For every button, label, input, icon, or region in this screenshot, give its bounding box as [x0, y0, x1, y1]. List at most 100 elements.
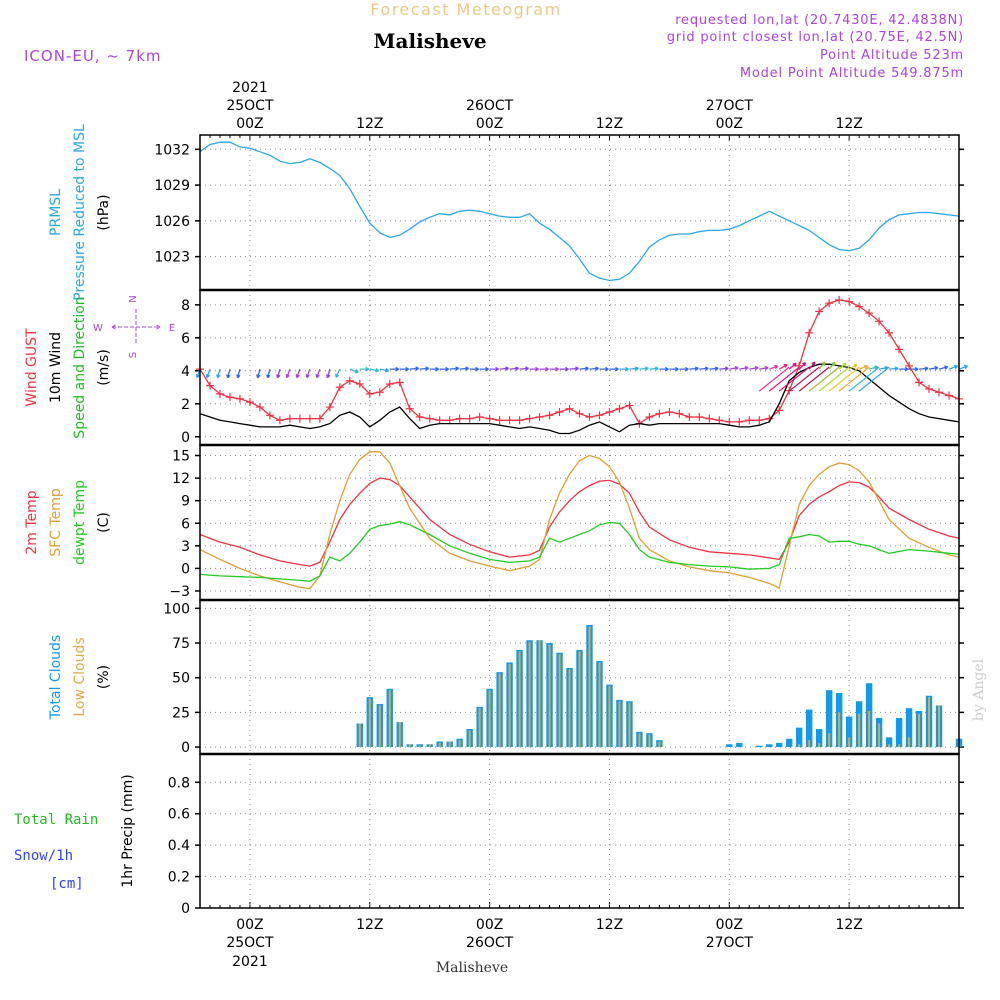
low-cloud-bar	[828, 733, 831, 748]
low-cloud-bar	[398, 722, 401, 748]
total-cloud-bar	[845, 716, 853, 748]
panel-precip: 0 0.2 0.4 0.6 0.8 1hr Precip (mm) Total Rain Sn…	[14, 753, 964, 917]
gust-marker	[625, 401, 634, 410]
y-tick-label: 50	[172, 671, 190, 687]
gust-marker	[575, 409, 584, 418]
wind-arrow	[639, 366, 649, 371]
wind-arrow	[729, 365, 739, 371]
wind-arrow	[205, 368, 211, 379]
wind-arrow	[409, 366, 420, 371]
wind-arrow	[359, 366, 370, 372]
y-axis-label: Speed and Direction	[72, 296, 88, 438]
y-axis-label: (hPa)	[96, 194, 112, 230]
wind-arrow	[489, 366, 499, 372]
wind-arrow	[399, 366, 410, 372]
wind-arrow	[236, 368, 241, 379]
top-day-label: 26OCT	[466, 98, 514, 114]
gust-marker	[845, 297, 854, 306]
low-cloud-bar	[868, 710, 871, 748]
low-cloud-bar	[438, 742, 441, 748]
low-cloud-bar	[888, 744, 891, 748]
panel-pressure: 1023 1026 1029 1032 PRMSL Pressure Reduced to…	[48, 124, 964, 301]
panels: 1023 1026 1029 1032 PRMSL Pressure Reduced to…	[14, 124, 968, 917]
y-tick-label: 0	[181, 901, 190, 917]
wind-arrow	[828, 361, 836, 370]
gust-marker	[235, 394, 244, 403]
wind-arrow	[778, 363, 788, 370]
wind-arrow	[469, 366, 479, 372]
y-tick-label: 12	[172, 471, 190, 487]
wind-arrow-long	[828, 366, 860, 392]
gust-marker	[745, 416, 754, 425]
series-line-gust	[199, 299, 960, 425]
gust-marker	[675, 409, 684, 418]
wind-arrow	[918, 366, 929, 371]
panel-frame	[199, 753, 960, 909]
wind-arrow	[649, 366, 659, 371]
low-cloud-bar	[858, 713, 861, 748]
total-cloud-bar	[815, 729, 823, 748]
gust-marker	[645, 412, 654, 421]
low-cloud-bar	[358, 723, 361, 748]
wind-arrow	[226, 368, 231, 379]
low-cloud-bar	[558, 654, 561, 748]
gust-marker	[255, 403, 264, 412]
low-cloud-bar	[388, 690, 391, 748]
gust-marker	[875, 317, 884, 326]
y-tick-label: 3	[181, 539, 190, 555]
gust-marker	[885, 328, 894, 337]
wind-arrow	[719, 366, 729, 371]
wind-arrow	[659, 366, 669, 372]
gust-marker	[465, 414, 474, 423]
y-tick-label: 75	[172, 636, 190, 652]
wind-arrow	[315, 368, 321, 379]
low-cloud-bar	[598, 662, 601, 748]
gust-marker	[245, 398, 254, 407]
total-cloud-bar	[885, 737, 893, 748]
wind-arrow	[868, 365, 879, 370]
y-tick-label: 0.4	[168, 838, 190, 854]
wind-arrow	[589, 366, 599, 371]
wind-arrow-long	[768, 366, 800, 392]
wind-arrow	[788, 362, 797, 370]
wind-arrow	[216, 368, 221, 379]
low-cloud-bar	[408, 744, 411, 748]
gust-marker	[695, 412, 704, 421]
wind-arrow	[899, 366, 909, 372]
gust-marker	[205, 381, 214, 390]
gust-marker	[915, 378, 924, 387]
wind-arrow	[818, 361, 826, 370]
wind-arrow	[838, 362, 847, 370]
gust-marker	[925, 384, 934, 393]
wind-arrow-long	[818, 366, 850, 392]
gust-marker	[665, 408, 674, 417]
low-cloud-bar	[898, 744, 901, 748]
gust-marker	[755, 416, 764, 425]
low-cloud-bar	[448, 741, 451, 748]
panel-temperature: −3 0 3 6 9 12 15 2m Temp SFC Temp dewpt Temp (C)	[24, 444, 964, 601]
series-line-2m	[199, 477, 960, 567]
y-tick-label: 4	[181, 364, 190, 380]
wind-arrow	[699, 366, 709, 371]
bottom-year-label: 2021	[232, 954, 268, 970]
gust-marker	[505, 416, 514, 425]
wind-arrow	[256, 368, 261, 379]
y-axis-label: Wind GUST	[24, 328, 40, 407]
y-axis-label: (%)	[96, 665, 112, 689]
low-cloud-bar	[468, 730, 471, 748]
bottom-caption: Malisheve	[436, 960, 508, 976]
y-axis-label: (C)	[96, 512, 112, 533]
low-cloud-bar	[418, 745, 421, 748]
gust-marker	[295, 414, 304, 423]
low-cloud-bar	[578, 651, 581, 748]
gust-marker	[525, 414, 534, 423]
wind-arrow	[858, 364, 869, 370]
wind-arrow	[479, 366, 489, 372]
panel-wind: 0 2 4 6 8 Wind GUST 10m Wind Speed and Directio…	[24, 289, 968, 446]
total-cloud-bar	[825, 690, 833, 748]
y-tick-label: 1029	[154, 178, 190, 194]
gust-marker	[495, 416, 504, 425]
gust-marker	[705, 414, 714, 423]
wind-arrow	[266, 368, 271, 379]
low-cloud-bar	[818, 742, 821, 748]
